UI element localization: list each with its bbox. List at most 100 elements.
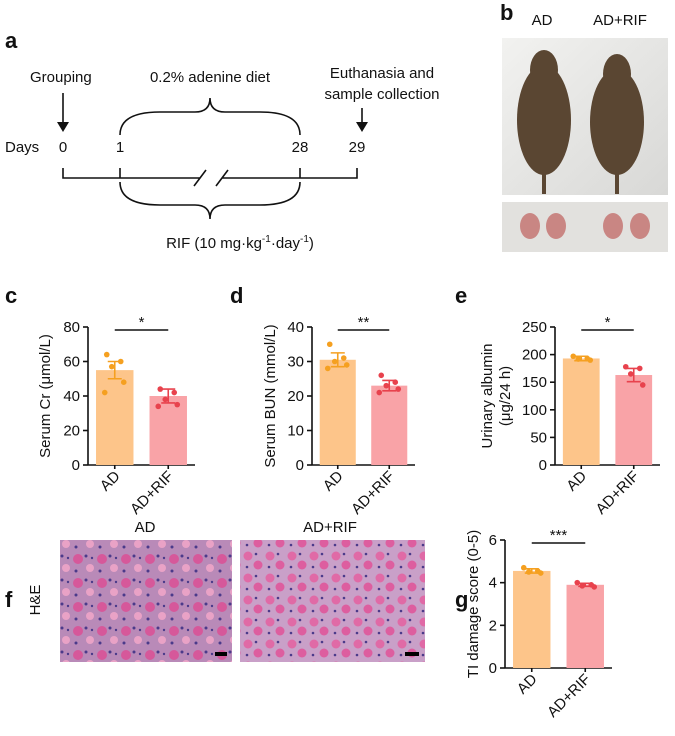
data-point bbox=[575, 356, 582, 362]
y-axis-label: TI damage score (0-5) bbox=[465, 530, 482, 678]
y-tick-label: 40 bbox=[287, 319, 304, 336]
x-tick-label: AD+RIF bbox=[348, 468, 398, 518]
error-bar bbox=[330, 352, 345, 368]
day: 29 bbox=[349, 139, 366, 156]
y-tick-label: 20 bbox=[63, 423, 80, 440]
data-point bbox=[574, 579, 581, 586]
rif: RIF (10 mg·kg-1·day-1) bbox=[166, 234, 314, 252]
y-tick-label: 80 bbox=[63, 319, 80, 336]
data-point bbox=[537, 570, 544, 576]
y-axis-label: Serum Cr (μmol/L) bbox=[37, 334, 54, 458]
x-tick-label: AD+RIF bbox=[593, 468, 643, 518]
y-tick-label: 50 bbox=[530, 429, 547, 446]
rif-text: RIF (10 mg·kg bbox=[166, 235, 262, 252]
stain-label: H&E bbox=[27, 585, 44, 616]
data-point bbox=[376, 389, 383, 396]
scale-bar bbox=[215, 652, 227, 656]
data-point bbox=[101, 389, 108, 396]
x-tick-label: AD bbox=[563, 468, 590, 495]
data-point bbox=[378, 372, 385, 379]
bar bbox=[319, 359, 356, 465]
bar bbox=[615, 375, 653, 465]
y-tick-label: 60 bbox=[63, 354, 80, 371]
data-point bbox=[324, 365, 331, 372]
data-point bbox=[587, 357, 594, 363]
x-tick-label: AD bbox=[514, 671, 541, 698]
y-tick-label: 0 bbox=[72, 457, 80, 474]
significance: *** bbox=[550, 527, 568, 544]
bar bbox=[562, 358, 600, 465]
data-point bbox=[392, 379, 399, 386]
significance: ** bbox=[358, 314, 370, 331]
data-point bbox=[383, 382, 390, 389]
bar bbox=[371, 385, 408, 465]
day: 0 bbox=[59, 139, 67, 156]
column-label: AD+RIF bbox=[593, 12, 647, 29]
significance: * bbox=[139, 314, 145, 331]
data-point bbox=[622, 363, 629, 370]
panel-label: d bbox=[230, 283, 243, 308]
data-point bbox=[340, 355, 347, 361]
panel-label: c bbox=[5, 283, 17, 308]
panel-label: b bbox=[500, 0, 513, 25]
data-point bbox=[155, 403, 162, 410]
data-point bbox=[591, 584, 598, 590]
error-bar bbox=[161, 388, 176, 404]
column-label: AD bbox=[135, 519, 156, 536]
data-point bbox=[162, 396, 169, 403]
y-tick-label: 4 bbox=[489, 575, 497, 592]
day: 1 bbox=[116, 139, 124, 156]
x-tick-label: AD bbox=[320, 468, 347, 495]
data-point bbox=[157, 386, 164, 392]
data-point bbox=[579, 583, 586, 589]
y-tick-label: 2 bbox=[489, 617, 497, 634]
timeline-axis bbox=[62, 168, 358, 187]
data-point bbox=[174, 401, 181, 408]
euthanasia: sample collection bbox=[324, 86, 439, 103]
y-tick-label: 250 bbox=[522, 319, 547, 336]
rif-text: ) bbox=[309, 235, 314, 252]
rif-text: ·day bbox=[271, 235, 301, 252]
bar bbox=[566, 584, 604, 668]
data-point bbox=[520, 564, 527, 571]
data-point bbox=[120, 379, 127, 386]
data-point bbox=[639, 382, 646, 388]
diet: 0.2% adenine diet bbox=[150, 69, 271, 86]
day: 28 bbox=[292, 139, 309, 156]
data-point bbox=[117, 358, 124, 365]
rif-sup: -1 bbox=[300, 234, 309, 245]
histology-image bbox=[240, 540, 425, 662]
y-axis-label: Serum BUN (mmol/L) bbox=[262, 324, 279, 467]
data-point bbox=[636, 365, 643, 372]
panel-label: f bbox=[5, 587, 13, 612]
data-point bbox=[395, 386, 402, 392]
data-point bbox=[326, 341, 333, 348]
y-tick-label: 40 bbox=[63, 388, 80, 405]
y-tick-label: 30 bbox=[287, 354, 304, 371]
data-point bbox=[525, 569, 532, 575]
brace bbox=[119, 181, 301, 220]
data-point bbox=[103, 351, 110, 358]
scale-bar bbox=[405, 652, 419, 656]
panel-label: a bbox=[5, 28, 18, 53]
y-tick-label: 0 bbox=[489, 660, 497, 677]
y-tick-label: 150 bbox=[522, 374, 547, 391]
bar bbox=[149, 396, 187, 465]
y-tick-label: 0 bbox=[296, 457, 304, 474]
rif-sup: -1 bbox=[262, 234, 271, 245]
y-axis-label: (μg/24 h) bbox=[497, 366, 514, 426]
bar bbox=[513, 570, 551, 668]
panel-label: e bbox=[455, 283, 467, 308]
data-point bbox=[570, 353, 577, 360]
column-label: AD+RIF bbox=[303, 519, 357, 536]
column-label: AD bbox=[532, 12, 553, 29]
kidneys bbox=[520, 213, 650, 239]
bar bbox=[96, 370, 134, 465]
arrow-head bbox=[356, 122, 368, 132]
grouping: Grouping bbox=[30, 69, 92, 86]
data-point bbox=[627, 371, 634, 377]
histology-image bbox=[60, 540, 232, 662]
data-point bbox=[171, 389, 178, 396]
y-tick-label: 100 bbox=[522, 402, 547, 419]
y-tick-label: 0 bbox=[539, 457, 547, 474]
